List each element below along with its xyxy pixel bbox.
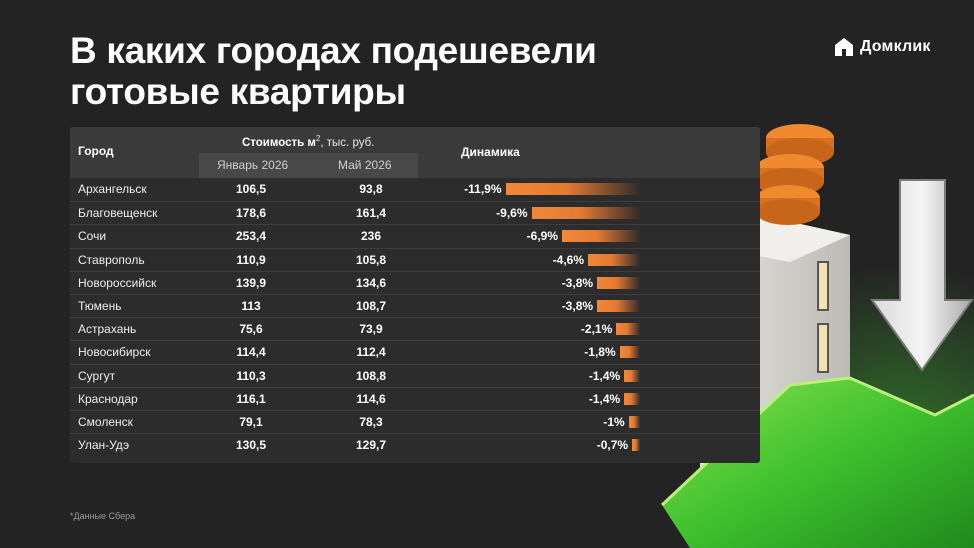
- dynamics-bar: [628, 416, 640, 428]
- title-line-2: готовые квартиры: [70, 71, 406, 112]
- table-header: Город Стоимость м2, тыс. руб. Январь 202…: [70, 127, 760, 178]
- city-name: Краснодар: [78, 391, 138, 406]
- dynamics-label: -9,6%: [496, 206, 528, 221]
- dynamics-bar: [624, 392, 640, 405]
- header-cost: Стоимость м2, тыс. руб.: [242, 134, 374, 149]
- brand-name: Домклик: [860, 38, 931, 55]
- page-title: В каких городах подешевели готовые кварт…: [70, 30, 597, 112]
- price-january: 130,5: [235, 438, 267, 453]
- table-row: Архангельск 106,5 93,8 -11,9%: [70, 178, 760, 201]
- city-name: Архангельск: [78, 182, 147, 196]
- dynamics-bar: [597, 276, 640, 289]
- dynamics-label: -1,4%: [588, 368, 621, 383]
- table-row: Сочи 253,4 236 -6,9%: [70, 224, 760, 248]
- table-row: Улан-Удэ 130,5 129,7 -0,7%: [70, 433, 760, 457]
- city-name: Улан-Удэ: [78, 438, 130, 453]
- city-name: Сочи: [78, 229, 107, 244]
- table-row: Смоленск 79,1 78,3 -1%: [70, 410, 760, 434]
- down-arrow-icon: [870, 179, 974, 372]
- header-cost-sup: 2: [315, 134, 321, 143]
- price-may: 236: [360, 229, 382, 244]
- dynamics-label: -3,8%: [561, 299, 594, 313]
- dynamics-label: -2,1%: [580, 322, 613, 337]
- table-row: Тюмень 113 108,7 -3,8%: [70, 294, 760, 318]
- dynamics-label: -1,8%: [584, 345, 616, 360]
- price-may: 108,8: [355, 368, 387, 383]
- city-name: Ставрополь: [78, 252, 145, 267]
- price-january: 139,9: [235, 275, 267, 290]
- city-name: Новосибирск: [78, 345, 151, 360]
- header-may: Май 2026: [338, 158, 392, 172]
- dynamics-label: -4,6%: [552, 252, 585, 267]
- dynamics-label: -0,7%: [596, 438, 629, 453]
- price-may: 93,8: [359, 182, 383, 196]
- header-city: Город: [78, 144, 114, 158]
- price-may: 161,4: [355, 206, 387, 221]
- dynamics-bar: [632, 439, 640, 452]
- house-icon: [835, 38, 853, 56]
- table-row: Благовещенск 178,6 161,4 -9,6%: [70, 201, 760, 225]
- price-january: 113: [241, 299, 261, 313]
- price-january: 253,4: [235, 229, 267, 244]
- dynamics-label: -6,9%: [526, 229, 559, 244]
- price-may: 114,6: [356, 391, 386, 406]
- title-line-1: В каких городах подешевели: [70, 30, 597, 71]
- header-cost-prefix: Стоимость м: [242, 136, 316, 149]
- dynamics-bar: [562, 230, 640, 243]
- city-name: Благовещенск: [78, 206, 158, 221]
- price-january: 79,1: [239, 415, 263, 429]
- table-row: Астрахань 75,6 73,9 -2,1%: [70, 317, 760, 341]
- price-may: 129,7: [355, 438, 387, 453]
- price-january: 178,6: [235, 206, 267, 221]
- price-january: 110,9: [236, 252, 266, 267]
- dynamics-label: -3,8%: [561, 275, 594, 290]
- dynamics-bar: [588, 253, 640, 266]
- table-row: Краснодар 116,1 114,6 -1,4%: [70, 386, 760, 411]
- table-row: Ставрополь 110,9 105,8 -4,6%: [70, 247, 760, 272]
- city-name: Новороссийск: [78, 275, 157, 290]
- price-january: 116,1: [236, 391, 266, 406]
- dynamics-bar: [624, 369, 640, 382]
- price-may: 78,3: [359, 415, 383, 429]
- coins-icon: [756, 124, 834, 225]
- price-january: 75,6: [239, 322, 263, 337]
- price-january: 114,4: [236, 345, 266, 360]
- city-name: Сургут: [78, 368, 116, 383]
- city-name: Тюмень: [78, 299, 122, 313]
- dynamics-bar: [616, 323, 640, 336]
- price-table: Город Стоимость м2, тыс. руб. Январь 202…: [70, 127, 760, 463]
- price-may: 108,7: [355, 299, 387, 313]
- dynamics-bar: [619, 346, 640, 359]
- price-may: 73,9: [359, 322, 383, 337]
- table-row: Сургут 110,3 108,8 -1,4%: [70, 363, 760, 388]
- table-row: Новороссийск 139,9 134,6 -3,8%: [70, 270, 760, 295]
- price-may: 105,8: [355, 252, 387, 267]
- header-dynamics: Динамика: [461, 145, 520, 159]
- dynamics-bar: [531, 207, 640, 220]
- table-row: Новосибирск 114,4 112,4 -1,8%: [70, 340, 760, 364]
- price-may: 134,6: [355, 275, 387, 290]
- price-may: 112,4: [356, 345, 386, 360]
- dynamics-bar: [505, 183, 640, 195]
- city-name: Астрахань: [78, 322, 137, 337]
- brand-logo: Домклик: [833, 36, 931, 58]
- price-january: 106,5: [235, 182, 267, 196]
- price-january: 110,3: [236, 368, 266, 383]
- header-months-band: [199, 153, 418, 178]
- dynamics-label: -11,9%: [464, 182, 502, 196]
- dynamics-label: -1%: [603, 415, 625, 429]
- dynamics-bar: [597, 300, 640, 312]
- city-name: Смоленск: [78, 415, 133, 429]
- footnote: *Данные Сбера: [70, 511, 136, 521]
- header-january: Январь 2026: [217, 158, 289, 172]
- dynamics-label: -1,4%: [588, 391, 621, 406]
- header-cost-suffix: , тыс. руб.: [320, 136, 375, 149]
